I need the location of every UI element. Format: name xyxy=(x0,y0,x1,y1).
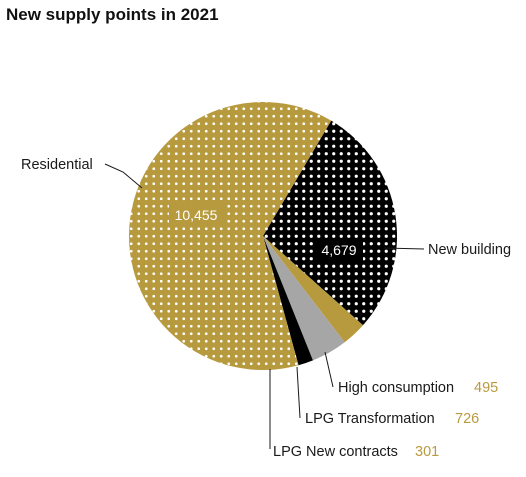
leader-high-consumption xyxy=(324,351,334,388)
leader-lines xyxy=(104,163,425,449)
high-consumption-value: 495 xyxy=(474,380,498,396)
lpg-new-contracts-value: 301 xyxy=(415,444,439,460)
outside-labels: Residential New building High consumptio… xyxy=(21,157,511,460)
pie-slice-new-building xyxy=(263,120,398,326)
new-building-value-box xyxy=(315,239,363,261)
residential-label: Residential xyxy=(21,157,93,173)
pie-slice-lpg-new-contracts xyxy=(263,236,313,366)
leader-new-building xyxy=(383,247,425,250)
inside-labels: 10,455 4,679 xyxy=(169,204,363,261)
high-consumption-label: High consumption xyxy=(338,380,454,396)
residential-value-box xyxy=(169,204,223,226)
lpg-transformation-value: 726 xyxy=(455,411,479,427)
new-building-value-label: 4,679 xyxy=(321,242,356,258)
leader-residential xyxy=(104,163,143,189)
new-building-label: New building xyxy=(428,242,511,258)
chart-title: New supply points in 2021 xyxy=(6,5,219,24)
lpg-transformation-label: LPG Transformation xyxy=(305,411,435,427)
residential-value-label: 10,455 xyxy=(175,207,218,223)
pie-slices xyxy=(129,102,398,371)
pie-slice-lpg-transformation xyxy=(263,236,345,361)
pie-slice-residential xyxy=(129,102,332,371)
pie-slice-high-consumption xyxy=(263,236,363,343)
leader-lpg-transformation xyxy=(296,366,301,419)
lpg-new-contracts-label: LPG New contracts xyxy=(273,444,398,460)
